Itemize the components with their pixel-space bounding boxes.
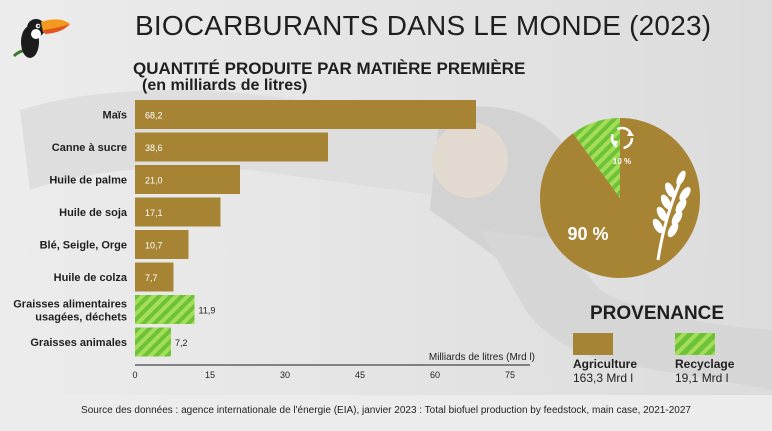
bar-1 xyxy=(135,132,328,162)
pie-chart: 90 % 10 % xyxy=(540,118,700,278)
category-label-3: Huile de soja xyxy=(59,207,128,219)
chart-subtitle: QUANTITÉ PRODUITE PAR MATIÈRE PREMIÈRE xyxy=(133,59,526,78)
category-label-6: Graisses alimentaires xyxy=(13,299,127,311)
legend-value-agriculture: 163,3 Mrd l xyxy=(573,371,634,385)
value-label-7: 7,2 xyxy=(175,338,188,348)
pie-slice-recycling xyxy=(572,118,620,198)
value-label-0: 68,2 xyxy=(145,111,163,121)
wheat-icon xyxy=(652,170,691,261)
page-title: BIOCARBURANTS DANS LE MONDE (2023) xyxy=(135,10,712,41)
x-tick-5: 75 xyxy=(505,370,515,380)
bar-5 xyxy=(135,262,174,292)
bar-6 xyxy=(135,295,195,324)
value-label-4: 10,7 xyxy=(145,241,163,251)
legend-label-agriculture: Agriculture xyxy=(573,357,638,371)
pie-label-agriculture: 90 % xyxy=(567,224,608,244)
category-label-4: Blé, Seigle, Orge xyxy=(40,240,127,252)
chart-units: (en milliards de litres) xyxy=(142,77,308,94)
x-tick-1: 15 xyxy=(205,370,215,380)
category-label-1: Canne à sucre xyxy=(52,142,127,154)
recycle-icon xyxy=(610,126,634,150)
bar-3 xyxy=(135,197,221,227)
bar-2 xyxy=(135,165,240,194)
value-label-6: 11,9 xyxy=(199,306,216,316)
value-label-5: 7,7 xyxy=(145,273,158,283)
toucan-logo xyxy=(12,19,70,58)
x-tick-3: 45 xyxy=(355,370,365,380)
source-footer: Source des données : agence internationa… xyxy=(81,405,691,416)
legend-swatch-agriculture xyxy=(573,333,613,355)
bar-chart: Maïs 68,2 Canne à sucre 38,6 Huile de palme 2… xyxy=(13,100,535,380)
category-label-6: usagées, déchets xyxy=(35,312,127,324)
x-tick-0: 0 xyxy=(132,370,137,380)
x-tick-2: 30 xyxy=(280,370,290,380)
x-tick-4: 60 xyxy=(430,370,440,380)
bar-0 xyxy=(135,100,476,129)
legend-swatch-recycling xyxy=(675,333,715,355)
legend-title: PROVENANCE xyxy=(590,303,725,324)
legend-label-recycling: Recyclage xyxy=(675,357,735,371)
x-axis-label: Milliards de litres (Mrd l) xyxy=(429,352,535,363)
category-label-0: Maïs xyxy=(103,110,127,122)
legend-value-recycling: 19,1 Mrd l xyxy=(675,371,729,385)
category-label-7: Graisses animales xyxy=(30,337,127,349)
bar-7 xyxy=(135,327,171,357)
value-label-3: 17,1 xyxy=(145,208,163,218)
value-label-1: 38,6 xyxy=(145,143,163,153)
value-label-2: 21,0 xyxy=(145,176,163,186)
pie-label-recycling: 10 % xyxy=(613,157,631,166)
category-label-2: Huile de palme xyxy=(49,175,127,187)
bar-4 xyxy=(135,230,189,259)
category-label-5: Huile de colza xyxy=(54,272,128,284)
